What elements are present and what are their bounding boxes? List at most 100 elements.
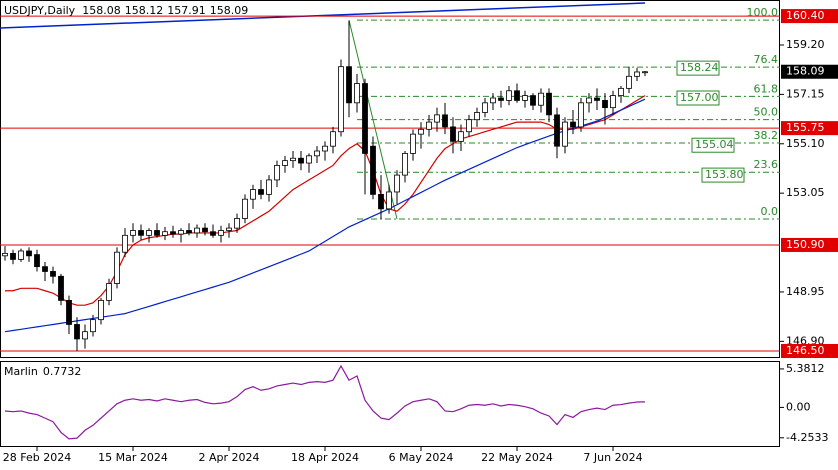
candle-body [290,157,296,162]
candle-body [146,230,152,236]
fib-price-box [701,167,745,183]
x-tick-label: 15 Mar 2024 [98,451,168,464]
candle-body [402,153,408,176]
candle-body [2,252,8,257]
main-panel-frame [0,0,780,358]
candle-body [626,75,632,89]
candle-body [274,165,280,181]
candle-body [410,133,416,154]
candle-body [162,231,168,236]
level-label: 155.75 [786,121,825,134]
main-panel: 100.0 76.4 61.8 50.0 38.2 23.6 0.0 158.24 157.00… [0,6,780,352]
candle-body [90,319,96,333]
candle-body [258,189,264,195]
candle-body [298,157,304,164]
header-close: 158.09 [210,4,249,17]
candle-body [130,230,136,236]
fib-level-label: 38.2 [754,129,779,142]
oscillator-header: Marlin 0.7732 [4,365,81,378]
candle-body [538,92,544,106]
fib-price-box [676,90,720,106]
fib-level-label: 23.6 [754,158,779,171]
candle-body [202,227,208,233]
fib-price-box [691,137,735,153]
candle-body [594,97,600,101]
candle-body [634,71,640,77]
x-tick-label: 6 May 2024 [389,451,454,464]
candle-body [586,97,592,104]
candle-body [642,71,648,74]
fib-price-label: 158.24 [680,61,719,74]
candle-body [474,112,480,121]
candle-body [466,119,472,133]
y-tick-label: 155.10 [786,137,825,150]
osc-y-tick-label: 0.00 [786,400,811,413]
candle-body [194,227,200,234]
candle-body [578,102,584,128]
candle-body [210,231,216,236]
candle-body [242,198,248,219]
candle-body [354,83,360,104]
candle-body [530,95,536,106]
candle-body [178,230,184,235]
x-tick-label: 28 Feb 2024 [3,451,71,464]
trend-line [0,2,646,29]
level-box [781,121,838,136]
oscillator-panel [4,364,646,440]
candle-body [394,174,400,193]
candle-body [450,126,456,142]
candle-body [546,92,552,116]
x-tick-label: 22 May 2024 [481,451,553,464]
candle-body [58,275,64,301]
level-box [781,9,838,24]
level-label: 146.50 [786,344,825,357]
moving-average [5,95,646,306]
candle-body [370,145,376,195]
symbol: USDJPY,Daily [4,4,76,17]
level-box [781,343,838,358]
candle-body [498,97,504,101]
candle-body [74,324,80,340]
candle-body [250,189,256,200]
candle-body [426,121,432,130]
candle-body [50,271,56,277]
candle-body [122,234,128,253]
osc-y-tick-label: 5.3812 [786,362,825,375]
level-label: 150.90 [786,238,825,251]
candle-body [514,90,520,101]
y-tick-label: 153.05 [786,186,825,199]
candle-body [562,121,568,147]
candle-body [570,121,576,128]
oscillator-value: 0.7732 [43,365,82,378]
candle-body [378,193,384,210]
candle-body [34,254,40,268]
candle-body [138,230,144,236]
candle-body [322,145,328,152]
level-box [781,237,838,252]
candle-body [170,231,176,235]
candle-body [346,66,352,104]
header-high: 158.12 [125,4,164,17]
candle-body [42,266,48,272]
fib-price-box [676,60,720,76]
fib-level-label: 76.4 [754,53,779,66]
x-tick-label: 18 Apr 2024 [291,451,359,464]
candle-body [386,191,392,210]
y-tick-label: 157.15 [786,87,825,100]
candle-body [314,150,320,157]
candle-body [282,160,288,166]
candle-body [610,95,616,109]
candle-body [522,95,528,101]
candle-body [218,230,224,236]
candle-body [82,331,88,340]
candle-body [106,283,112,301]
candle-body [18,250,24,260]
fib-price-label: 153.80 [705,168,744,181]
candle-body [306,155,312,164]
candle-body [554,114,560,147]
header-open: 158.08 [82,4,121,17]
oscillator-panel-frame [0,361,780,447]
x-tick-label: 2 Apr 2024 [198,451,259,464]
osc-y-tick-label: -4.2533 [786,431,828,444]
